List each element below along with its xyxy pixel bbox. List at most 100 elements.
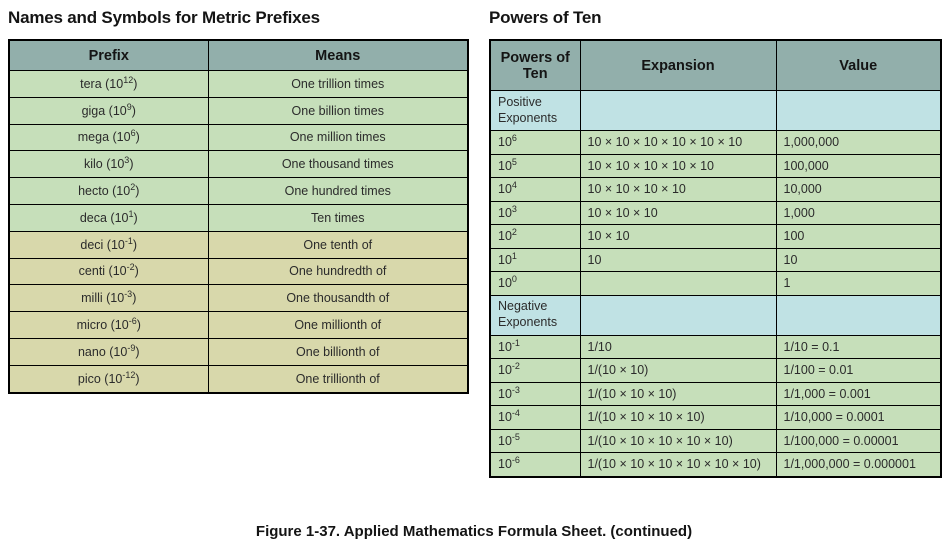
- prefix-text-close: ): [132, 237, 138, 252]
- expansion-cell: 10: [579, 247, 777, 272]
- means-cell: One millionth of: [207, 311, 469, 339]
- prefix-row: nano (10-9) One billionth of: [8, 337, 469, 366]
- value-cell: 100,000: [775, 153, 942, 178]
- means-cell: One tenth of: [207, 230, 469, 259]
- prefix-cell: mega (106): [8, 123, 209, 152]
- power-row: 101 10 10: [489, 247, 942, 272]
- header-row: Powers of Ten Expansion Value: [489, 39, 942, 91]
- prefix-row: centi (10-2) One hundredth of: [8, 257, 469, 286]
- power-base: 10: [498, 252, 512, 267]
- prefix-cell: centi (10-2): [8, 257, 209, 286]
- metric-prefixes-panel: Names and Symbols for Metric Prefixes Pr…: [8, 8, 469, 394]
- metric-prefixes-body: tera (1012) One trillion times giga (109) O…: [8, 70, 469, 394]
- power-cell: 10-4: [489, 405, 581, 430]
- value-cell: 1/100,000 = 0.00001: [775, 428, 942, 453]
- prefix-text-close: ): [136, 318, 141, 333]
- means-cell: One thousand times: [207, 150, 469, 179]
- power-base: 10: [498, 433, 512, 448]
- expansion-cell: 1/(10 × 10 × 10 × 10): [579, 405, 777, 430]
- powers-of-ten-header: Powers of Ten Expansion Value: [489, 39, 942, 91]
- means-cell: One hundred times: [207, 177, 469, 205]
- prefix-text: tera (10: [80, 76, 124, 91]
- power-base: 10: [498, 276, 512, 291]
- power-base: 10: [498, 386, 512, 401]
- value-cell: 100: [775, 224, 942, 249]
- value-cell: 1/10 = 0.1: [775, 334, 942, 359]
- power-row: 10-2 1/(10 × 10) 1/100 = 0.01: [489, 358, 942, 383]
- prefix-text-close: ): [134, 264, 139, 279]
- prefix-row: mega (106) One million times: [8, 123, 469, 152]
- prefix-row: deca (101) Ten times: [8, 203, 469, 232]
- prefix-exponent: 6: [130, 128, 136, 139]
- expansion-cell: [579, 271, 777, 296]
- prefix-exponent: -1: [124, 235, 133, 246]
- means-cell: One trillionth of: [207, 364, 469, 394]
- power-exponent: -6: [511, 455, 520, 466]
- power-row: 10-3 1/(10 × 10 × 10) 1/1,000 = 0.001: [489, 381, 942, 406]
- power-cell: 103: [489, 200, 581, 225]
- prefix-text-close: ): [133, 210, 138, 225]
- section-row: Positive Exponents: [489, 90, 942, 131]
- prefix-exponent: 9: [126, 101, 132, 112]
- prefix-row: pico (10-12) One trillionth of: [8, 364, 469, 394]
- expansion-cell: 1/(10 × 10 × 10): [579, 381, 777, 406]
- power-base: 10: [498, 363, 512, 378]
- power-cell: 10-1: [489, 334, 581, 359]
- prefix-cell: deci (10-1): [8, 230, 209, 259]
- prefix-cell: deca (101): [8, 203, 209, 232]
- metric-prefixes-table: Prefix Means tera (1012) One trillion tim…: [8, 39, 469, 394]
- value-cell: 1/1,000 = 0.001: [775, 381, 942, 406]
- power-cell: 10-6: [489, 452, 581, 477]
- power-base: 10: [498, 229, 512, 244]
- value-cell: 1: [775, 271, 942, 296]
- prefix-exponent: -9: [127, 342, 136, 353]
- power-row: 10-4 1/(10 × 10 × 10 × 10) 1/10,000 = 0.00…: [489, 405, 942, 430]
- power-row: 103 10 × 10 × 10 1,000: [489, 200, 942, 225]
- prefix-row: deci (10-1) One tenth of: [8, 230, 469, 259]
- prefix-text-close: ): [135, 130, 140, 145]
- power-cell: 100: [489, 271, 581, 296]
- power-base: 10: [498, 339, 512, 354]
- figure-caption: Figure 1-37. Applied Mathematics Formula…: [255, 523, 693, 540]
- value-cell: 10: [775, 247, 942, 272]
- means-cell: One million times: [207, 123, 469, 152]
- power-row: 10-5 1/(10 × 10 × 10 × 10 × 10) 1/100,000 …: [489, 428, 942, 453]
- prefix-exponent: 12: [123, 74, 134, 85]
- value-column-header: Value: [775, 39, 942, 91]
- prefix-row: giga (109) One billion times: [8, 96, 469, 125]
- prefix-text: centi (10: [78, 264, 127, 279]
- power-base: 10: [498, 205, 512, 220]
- prefix-cell: nano (10-9): [8, 337, 209, 366]
- power-base: 10: [498, 457, 512, 472]
- power-cell: 106: [489, 130, 581, 155]
- prefix-cell: pico (10-12): [8, 364, 209, 394]
- prefix-text-close: ): [135, 184, 140, 199]
- prefix-cell: tera (1012): [8, 70, 209, 98]
- prefix-text: micro (10: [76, 318, 129, 333]
- value-cell: 10,000: [775, 177, 942, 202]
- prefix-text: nano (10: [77, 344, 128, 359]
- prefix-row: micro (10-6) One millionth of: [8, 311, 469, 339]
- power-cell: 10-5: [489, 428, 581, 453]
- prefix-text-close: ): [131, 103, 136, 118]
- power-exponent: 5: [511, 156, 517, 167]
- power-exponent: -3: [511, 384, 520, 395]
- means-cell: One hundredth of: [207, 257, 469, 286]
- value-cell: 1,000,000: [775, 130, 942, 155]
- means-cell: One billion times: [207, 96, 469, 125]
- power-base: 10: [498, 135, 512, 150]
- means-cell: One thousandth of: [207, 284, 469, 313]
- prefix-text: pico (10: [77, 371, 123, 386]
- powers-of-ten-title: Powers of Ten: [489, 8, 602, 27]
- section-empty-expansion: [579, 90, 777, 131]
- prefix-exponent: -2: [126, 262, 135, 273]
- expansion-cell: 10 × 10: [579, 224, 777, 249]
- prefix-text: kilo (10: [84, 157, 125, 172]
- prefix-row: milli (10-3) One thousandth of: [8, 284, 469, 313]
- prefix-cell: kilo (103): [8, 150, 209, 179]
- means-column-header: Means: [207, 39, 469, 71]
- expansion-cell: 1/(10 × 10): [579, 358, 777, 383]
- expansion-cell: 10 × 10 × 10 × 10 × 10: [579, 153, 777, 178]
- power-cell: 105: [489, 153, 581, 178]
